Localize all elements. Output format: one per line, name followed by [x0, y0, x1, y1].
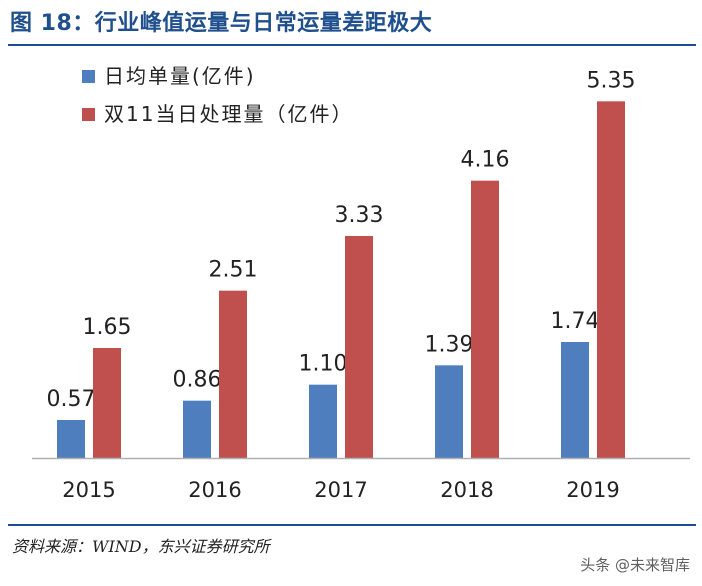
watermark: 头条 @未来智库	[580, 556, 690, 574]
chart-legend: 日均单量(亿件) 双11当日处理量（亿件）	[82, 64, 353, 126]
data-label-daily-2018: 1.39	[425, 332, 474, 357]
legend-label-1: 日均单量(亿件)	[104, 64, 256, 88]
bar-peak-2018	[471, 180, 499, 458]
x-tick-label-2016: 2016	[188, 478, 241, 502]
data-label-daily-2015: 0.57	[47, 387, 96, 412]
x-tick-label-2019: 2019	[566, 478, 619, 502]
data-label-peak-2016: 2.51	[209, 258, 258, 283]
title-divider	[8, 44, 696, 46]
data-label-peak-2019: 5.35	[587, 68, 636, 93]
x-axis-ticks: 2015 2016 2017 2018 2019	[62, 478, 619, 502]
footer-divider	[8, 524, 696, 526]
bar-peak-2019	[597, 101, 625, 458]
bar-daily-2018	[435, 365, 463, 458]
x-tick-label-2017: 2017	[314, 478, 367, 502]
legend-label-2: 双11当日处理量（亿件）	[104, 102, 353, 126]
figure-title: 图 18：行业峰值运量与日常运量差距极大	[10, 11, 433, 36]
data-label-daily-2017: 1.10	[299, 352, 348, 377]
legend-swatch-2	[82, 108, 95, 121]
x-tick-label-2018: 2018	[440, 478, 493, 502]
bar-daily-2016	[183, 400, 211, 458]
bar-peak-2016	[219, 290, 247, 458]
data-label-peak-2015: 1.65	[83, 315, 132, 340]
bar-daily-2017	[309, 384, 337, 458]
data-label-peak-2017: 3.33	[335, 203, 384, 228]
bar-daily-2015	[57, 420, 85, 458]
data-label-peak-2018: 4.16	[461, 148, 510, 173]
bar-daily-2019	[561, 342, 589, 458]
bar-group: 0.57 1.65 0.86 2.51 1.10 3.33 1.39 4.16 1.74 5.35	[47, 68, 636, 458]
data-label-daily-2016: 0.86	[173, 368, 222, 393]
bar-peak-2017	[345, 236, 373, 458]
x-tick-label-2015: 2015	[62, 478, 115, 502]
legend-swatch-1	[82, 70, 95, 83]
data-label-daily-2019: 1.74	[551, 309, 600, 334]
source-note: 资料来源：WIND，东兴证券研究所	[12, 537, 270, 556]
bar-peak-2015	[93, 348, 121, 458]
